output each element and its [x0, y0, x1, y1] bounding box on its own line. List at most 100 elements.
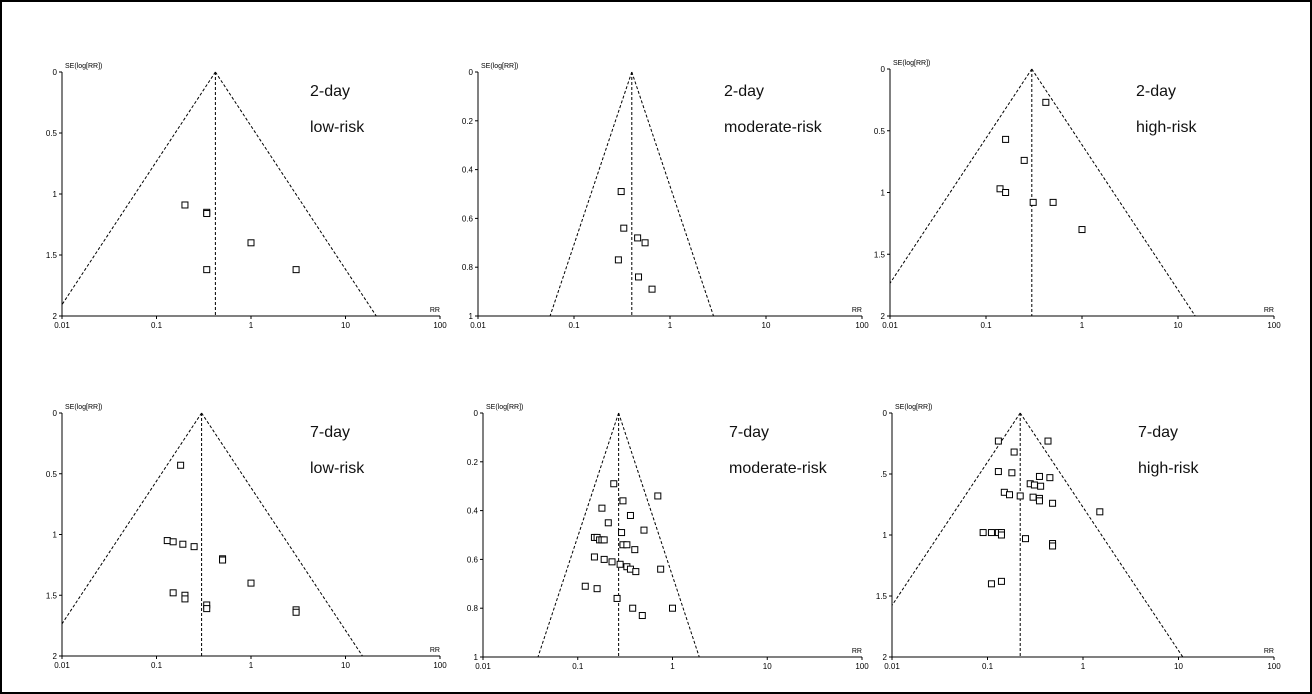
study-point: [994, 468, 1002, 476]
y-tick-label: 2: [883, 653, 888, 662]
x-axis-title: RR: [852, 648, 862, 655]
panel-label-period: 7-day: [1138, 424, 1178, 441]
x-axis-title: RR: [430, 307, 440, 314]
study-point: [979, 529, 987, 537]
study-point: [1029, 198, 1037, 206]
x-axis-title: RR: [430, 647, 440, 654]
x-tick-label: 0.1: [151, 661, 163, 670]
study-point: [638, 612, 646, 620]
study-point: [1008, 469, 1016, 477]
study-point: [996, 185, 1004, 193]
study-point: [292, 608, 300, 616]
study-point: [203, 266, 211, 274]
study-point: [634, 234, 642, 242]
panel-label-period: 2-day: [1136, 83, 1176, 100]
y-tick-label: 0: [53, 68, 58, 77]
study-point: [1078, 226, 1086, 234]
study-point: [1022, 535, 1030, 543]
study-point: [600, 555, 608, 563]
y-axis-title: SE(log[RR]): [65, 404, 102, 411]
study-point: [610, 480, 618, 488]
y-tick-label: 0.6: [462, 214, 474, 223]
x-axis-title: RR: [1264, 648, 1274, 655]
x-tick-label: 1: [670, 662, 675, 671]
study-point: [1020, 156, 1028, 164]
funnel-panel-3: 0 0.5 1 1.5 20.01 0.1 1 10 100 SE(log[RR]) RR 2-day…: [874, 60, 1281, 330]
x-tick-label: 10: [763, 662, 772, 671]
y-tick-label: 1: [53, 531, 58, 540]
x-tick-label: 1: [1080, 321, 1085, 330]
x-tick-label: 1: [668, 321, 673, 330]
funnel-left-limit: [889, 68, 1033, 284]
study-point: [994, 437, 1002, 445]
x-tick-label: 1: [249, 661, 254, 670]
study-point: [1006, 491, 1014, 499]
funnel-right-limit: [631, 71, 714, 317]
funnel-right-limit: [201, 412, 363, 657]
x-tick-label: 100: [855, 321, 869, 330]
x-tick-label: 1: [1081, 662, 1086, 671]
y-tick-label: 1.5: [46, 591, 58, 600]
study-point: [1035, 472, 1043, 480]
study-point: [581, 582, 589, 590]
funnel-panel-4: 0 0.5 1 1.5 20.01 0.1 1 10 100 SE(log[RR]) RR 7-day…: [46, 404, 447, 670]
y-tick-label: 0: [883, 409, 888, 418]
y-tick-label: 0.8: [467, 604, 479, 613]
x-tick-label: 100: [1267, 662, 1281, 671]
study-point: [1030, 481, 1038, 489]
panel-label-risk: low-risk: [310, 119, 365, 136]
x-tick-label: 0.1: [151, 321, 163, 330]
study-point: [1044, 437, 1052, 445]
funnel-left-limit: [891, 412, 1021, 606]
x-axis-title: RR: [1264, 307, 1274, 314]
study-point: [600, 536, 608, 544]
y-tick-label: 0.6: [467, 555, 479, 564]
funnel-left-limit: [61, 412, 203, 625]
y-axis-title: SE(log[RR]): [65, 63, 102, 70]
y-tick-label: 0.4: [462, 166, 474, 175]
funnel-right-limit: [1031, 68, 1196, 317]
y-axis-title: SE(log[RR]): [486, 404, 523, 411]
study-point: [629, 604, 637, 612]
study-point: [203, 210, 211, 218]
study-point: [1096, 508, 1104, 516]
study-point: [618, 529, 626, 537]
y-tick-label: 1: [469, 312, 474, 321]
panel-label-risk: moderate-risk: [729, 460, 828, 477]
panel-label-risk: low-risk: [310, 460, 365, 477]
x-tick-label: 0.1: [982, 662, 994, 671]
x-axis-title: RR: [852, 307, 862, 314]
y-tick-label: .5: [880, 470, 887, 479]
study-point: [1037, 482, 1045, 490]
study-point: [219, 556, 227, 564]
x-tick-label: 100: [433, 661, 447, 670]
study-point: [169, 538, 177, 546]
study-point: [190, 543, 198, 551]
panel-label-period: 2-day: [310, 83, 350, 100]
x-tick-label: 0.01: [884, 662, 900, 671]
x-tick-label: 100: [855, 662, 869, 671]
study-point: [179, 540, 187, 548]
y-tick-label: 2: [53, 652, 58, 661]
funnel-left-limit: [537, 412, 620, 658]
y-tick-label: 1.5: [46, 251, 58, 260]
study-point: [616, 560, 624, 568]
study-point: [590, 553, 598, 561]
study-point: [608, 558, 616, 566]
panel-label-period: 7-day: [729, 424, 769, 441]
x-tick-label: 1: [249, 321, 254, 330]
study-point: [997, 577, 1005, 585]
study-point: [604, 519, 612, 527]
study-point: [632, 568, 640, 576]
x-tick-label: 100: [1267, 321, 1281, 330]
study-point: [613, 594, 621, 602]
study-point: [247, 579, 255, 587]
study-point: [1042, 98, 1050, 106]
x-tick-label: 0.01: [475, 662, 491, 671]
y-tick-label: 0.5: [46, 470, 58, 479]
study-point: [623, 541, 631, 549]
y-tick-label: 0: [53, 409, 58, 418]
study-point: [163, 537, 171, 545]
y-axis-title: SE(log[RR]): [895, 404, 932, 411]
